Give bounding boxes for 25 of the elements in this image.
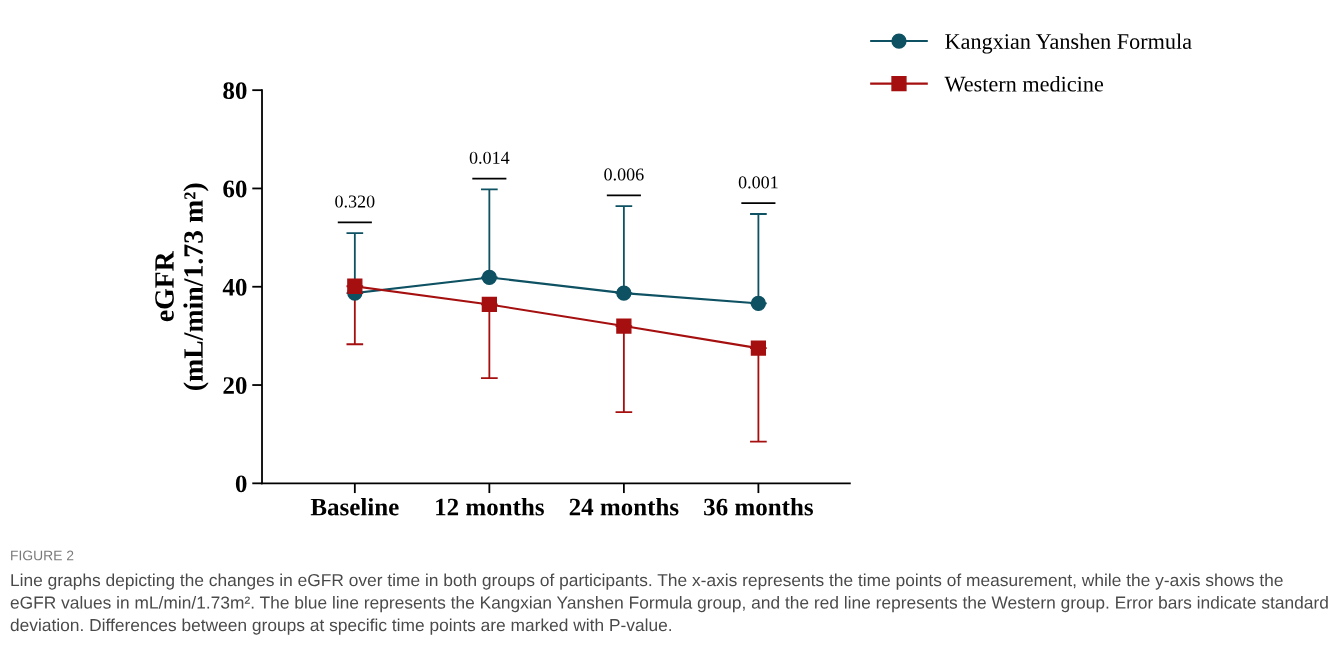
text: Line graphs depicting the changes in eGFR over time in both groups of participants. The x-axis represents the time points of measurement, while the y-axis shows the eGFR values in mL/min/1.73m². The blue line represents the Kangxian Yanshen Formula group, and the red line represents the Western group. Error bars indicate standard deviation. Differences between groups at specific time points are marked with P-value. xyxy=(10,573,1328,635)
legend-label: Western medicine xyxy=(944,75,1104,92)
point xyxy=(347,278,363,294)
annotation: 0.001 xyxy=(738,176,778,189)
x-tick-label: 36 months xyxy=(704,497,813,516)
y-tick-label: 20 xyxy=(223,377,247,394)
x-tick-label: Baseline xyxy=(310,497,399,516)
point xyxy=(616,285,632,301)
point xyxy=(750,340,767,356)
point xyxy=(481,296,497,313)
caption: FIGURE 2 xyxy=(11,550,74,561)
x-tick-label: 12 months xyxy=(436,497,544,516)
annotation: 0.006 xyxy=(604,168,644,181)
legend-label: Kangxian Yanshen Formula xyxy=(945,33,1192,54)
y-tick-label: 80 xyxy=(223,82,247,100)
point xyxy=(750,295,767,312)
y-tick-label: 60 xyxy=(223,180,247,198)
y-tick-label: 0 xyxy=(235,475,247,493)
x-tick-label: 24 months xyxy=(569,497,679,516)
annotation: 0.320 xyxy=(335,195,375,208)
y-tick-label: 40 xyxy=(222,278,247,296)
y-axis-title: eGFR (mL/min/1.73 m²) xyxy=(155,183,209,390)
annotation: 0.014 xyxy=(469,151,510,164)
point xyxy=(616,318,632,334)
point xyxy=(481,269,497,286)
